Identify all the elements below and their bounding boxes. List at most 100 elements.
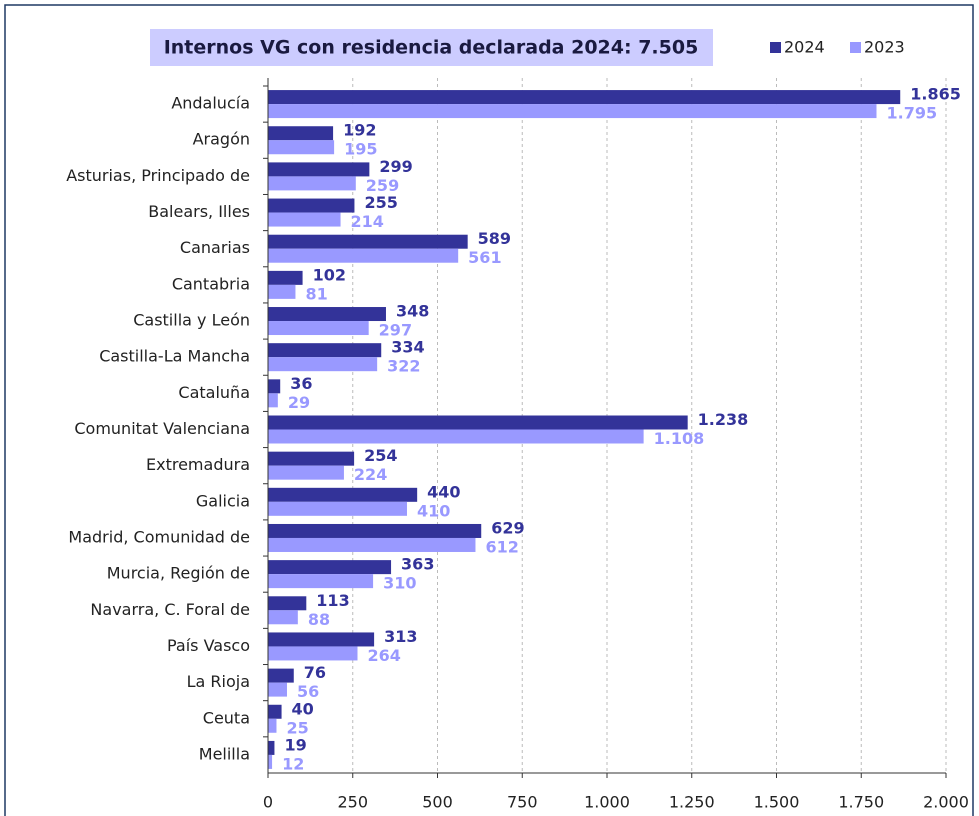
bar [268, 234, 468, 249]
bar [268, 321, 369, 336]
bar [268, 307, 386, 322]
value-label: 561 [468, 248, 501, 267]
title-box [150, 29, 713, 66]
y-tick-label: Aragón [193, 130, 250, 149]
y-tick-label: Castilla y León [133, 311, 250, 330]
value-label: 88 [308, 610, 330, 629]
value-label: 1.795 [887, 104, 938, 123]
bar [268, 212, 341, 227]
value-label: 264 [367, 646, 400, 665]
bar [268, 704, 282, 719]
x-tick-label: 2.000 [923, 793, 969, 812]
y-tick-label: País Vasco [167, 636, 250, 655]
bar [268, 668, 294, 683]
bar [268, 90, 901, 105]
legend-swatch [770, 42, 781, 53]
value-label: 255 [364, 193, 397, 212]
value-label: 12 [282, 754, 304, 773]
bar [268, 343, 382, 358]
legend-label: 2023 [864, 38, 905, 57]
bar [268, 523, 482, 538]
bar [268, 574, 374, 589]
bar [268, 560, 392, 575]
x-tick-label: 1.500 [754, 793, 800, 812]
y-tick-label: Navarra, C. Foral de [90, 600, 250, 619]
bar [268, 487, 418, 502]
value-label: 36 [290, 374, 312, 393]
value-label: 195 [344, 140, 377, 159]
x-tick-label: 1.250 [669, 793, 715, 812]
x-tick-label: 250 [337, 793, 368, 812]
value-label: 322 [387, 357, 420, 376]
bar [268, 537, 476, 552]
bar [268, 393, 278, 408]
value-label: 40 [292, 699, 314, 718]
value-label: 254 [364, 446, 397, 465]
bar [268, 379, 281, 394]
value-label: 56 [297, 682, 319, 701]
y-tick-label: Balears, Illes [148, 202, 250, 221]
bar [268, 501, 407, 516]
y-tick-label: Murcia, Región de [107, 564, 250, 583]
bar [268, 451, 355, 466]
value-label: 410 [417, 501, 450, 520]
value-label: 612 [485, 537, 518, 556]
bar [268, 718, 277, 733]
value-label: 214 [351, 212, 384, 231]
bar [268, 140, 335, 155]
value-label: 334 [391, 338, 424, 357]
value-label: 1.865 [910, 85, 961, 104]
y-tick-label: Ceuta [203, 708, 250, 727]
bar [268, 754, 273, 769]
value-label: 348 [396, 302, 429, 321]
x-tick-label: 1.000 [584, 793, 630, 812]
y-tick-label: Castilla-La Mancha [99, 347, 250, 366]
value-label: 310 [383, 574, 416, 593]
x-tick-label: 1.750 [838, 793, 884, 812]
value-label: 102 [313, 265, 346, 284]
bar [268, 126, 334, 141]
value-label: 1.108 [654, 429, 705, 448]
bar [268, 465, 344, 480]
chart-title: Internos VG con residencia declarada 202… [164, 37, 699, 59]
bar [268, 284, 296, 299]
value-label: 297 [379, 321, 412, 340]
bar [268, 632, 375, 647]
value-label: 259 [366, 176, 399, 195]
bar [268, 429, 644, 444]
value-label: 299 [379, 157, 412, 176]
bar [268, 415, 688, 430]
bar [268, 682, 287, 697]
bar [268, 596, 307, 611]
value-label: 313 [384, 627, 417, 646]
chart-frame [4, 4, 974, 816]
bar [268, 176, 356, 191]
value-label: 76 [304, 663, 326, 682]
y-tick-label: Andalucía [171, 94, 250, 113]
value-label: 629 [491, 518, 524, 537]
bar [268, 248, 459, 263]
value-label: 192 [343, 121, 376, 140]
y-tick-label: Extremadura [146, 455, 250, 474]
bar [268, 104, 877, 119]
y-tick-label: Asturias, Principado de [66, 166, 250, 185]
bar [268, 610, 298, 625]
y-tick-label: Melilla [199, 744, 250, 763]
value-label: 19 [284, 735, 306, 754]
value-label: 81 [305, 284, 327, 303]
x-tick-label: 750 [507, 793, 538, 812]
y-tick-label: Madrid, Comunidad de [68, 527, 250, 546]
bar [268, 270, 303, 285]
y-tick-label: Cantabria [172, 274, 250, 293]
value-label: 1.238 [698, 410, 749, 429]
value-label: 25 [286, 718, 308, 737]
y-tick-label: Canarias [180, 238, 250, 257]
legend-label: 2024 [784, 38, 825, 57]
x-tick-label: 500 [422, 793, 453, 812]
bar [268, 357, 378, 372]
x-tick-label: 0 [263, 793, 273, 812]
legend-swatch [850, 42, 861, 53]
value-label: 440 [427, 482, 460, 501]
bar [268, 740, 275, 755]
